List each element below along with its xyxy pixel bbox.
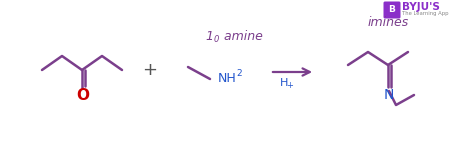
- Text: NH: NH: [218, 71, 237, 84]
- Text: N: N: [384, 88, 394, 102]
- Text: +: +: [287, 82, 293, 91]
- Text: H: H: [280, 78, 288, 88]
- Text: B: B: [389, 5, 395, 15]
- Text: The Learning App: The Learning App: [402, 11, 448, 16]
- Text: 1: 1: [205, 31, 213, 44]
- Text: +: +: [143, 61, 157, 79]
- Text: imines: imines: [367, 16, 409, 29]
- FancyBboxPatch shape: [383, 2, 401, 18]
- Text: O: O: [76, 89, 90, 104]
- Text: 2: 2: [236, 69, 242, 78]
- Text: amine: amine: [220, 31, 263, 44]
- Text: 0: 0: [214, 35, 219, 44]
- Text: BYJU'S: BYJU'S: [402, 2, 440, 12]
